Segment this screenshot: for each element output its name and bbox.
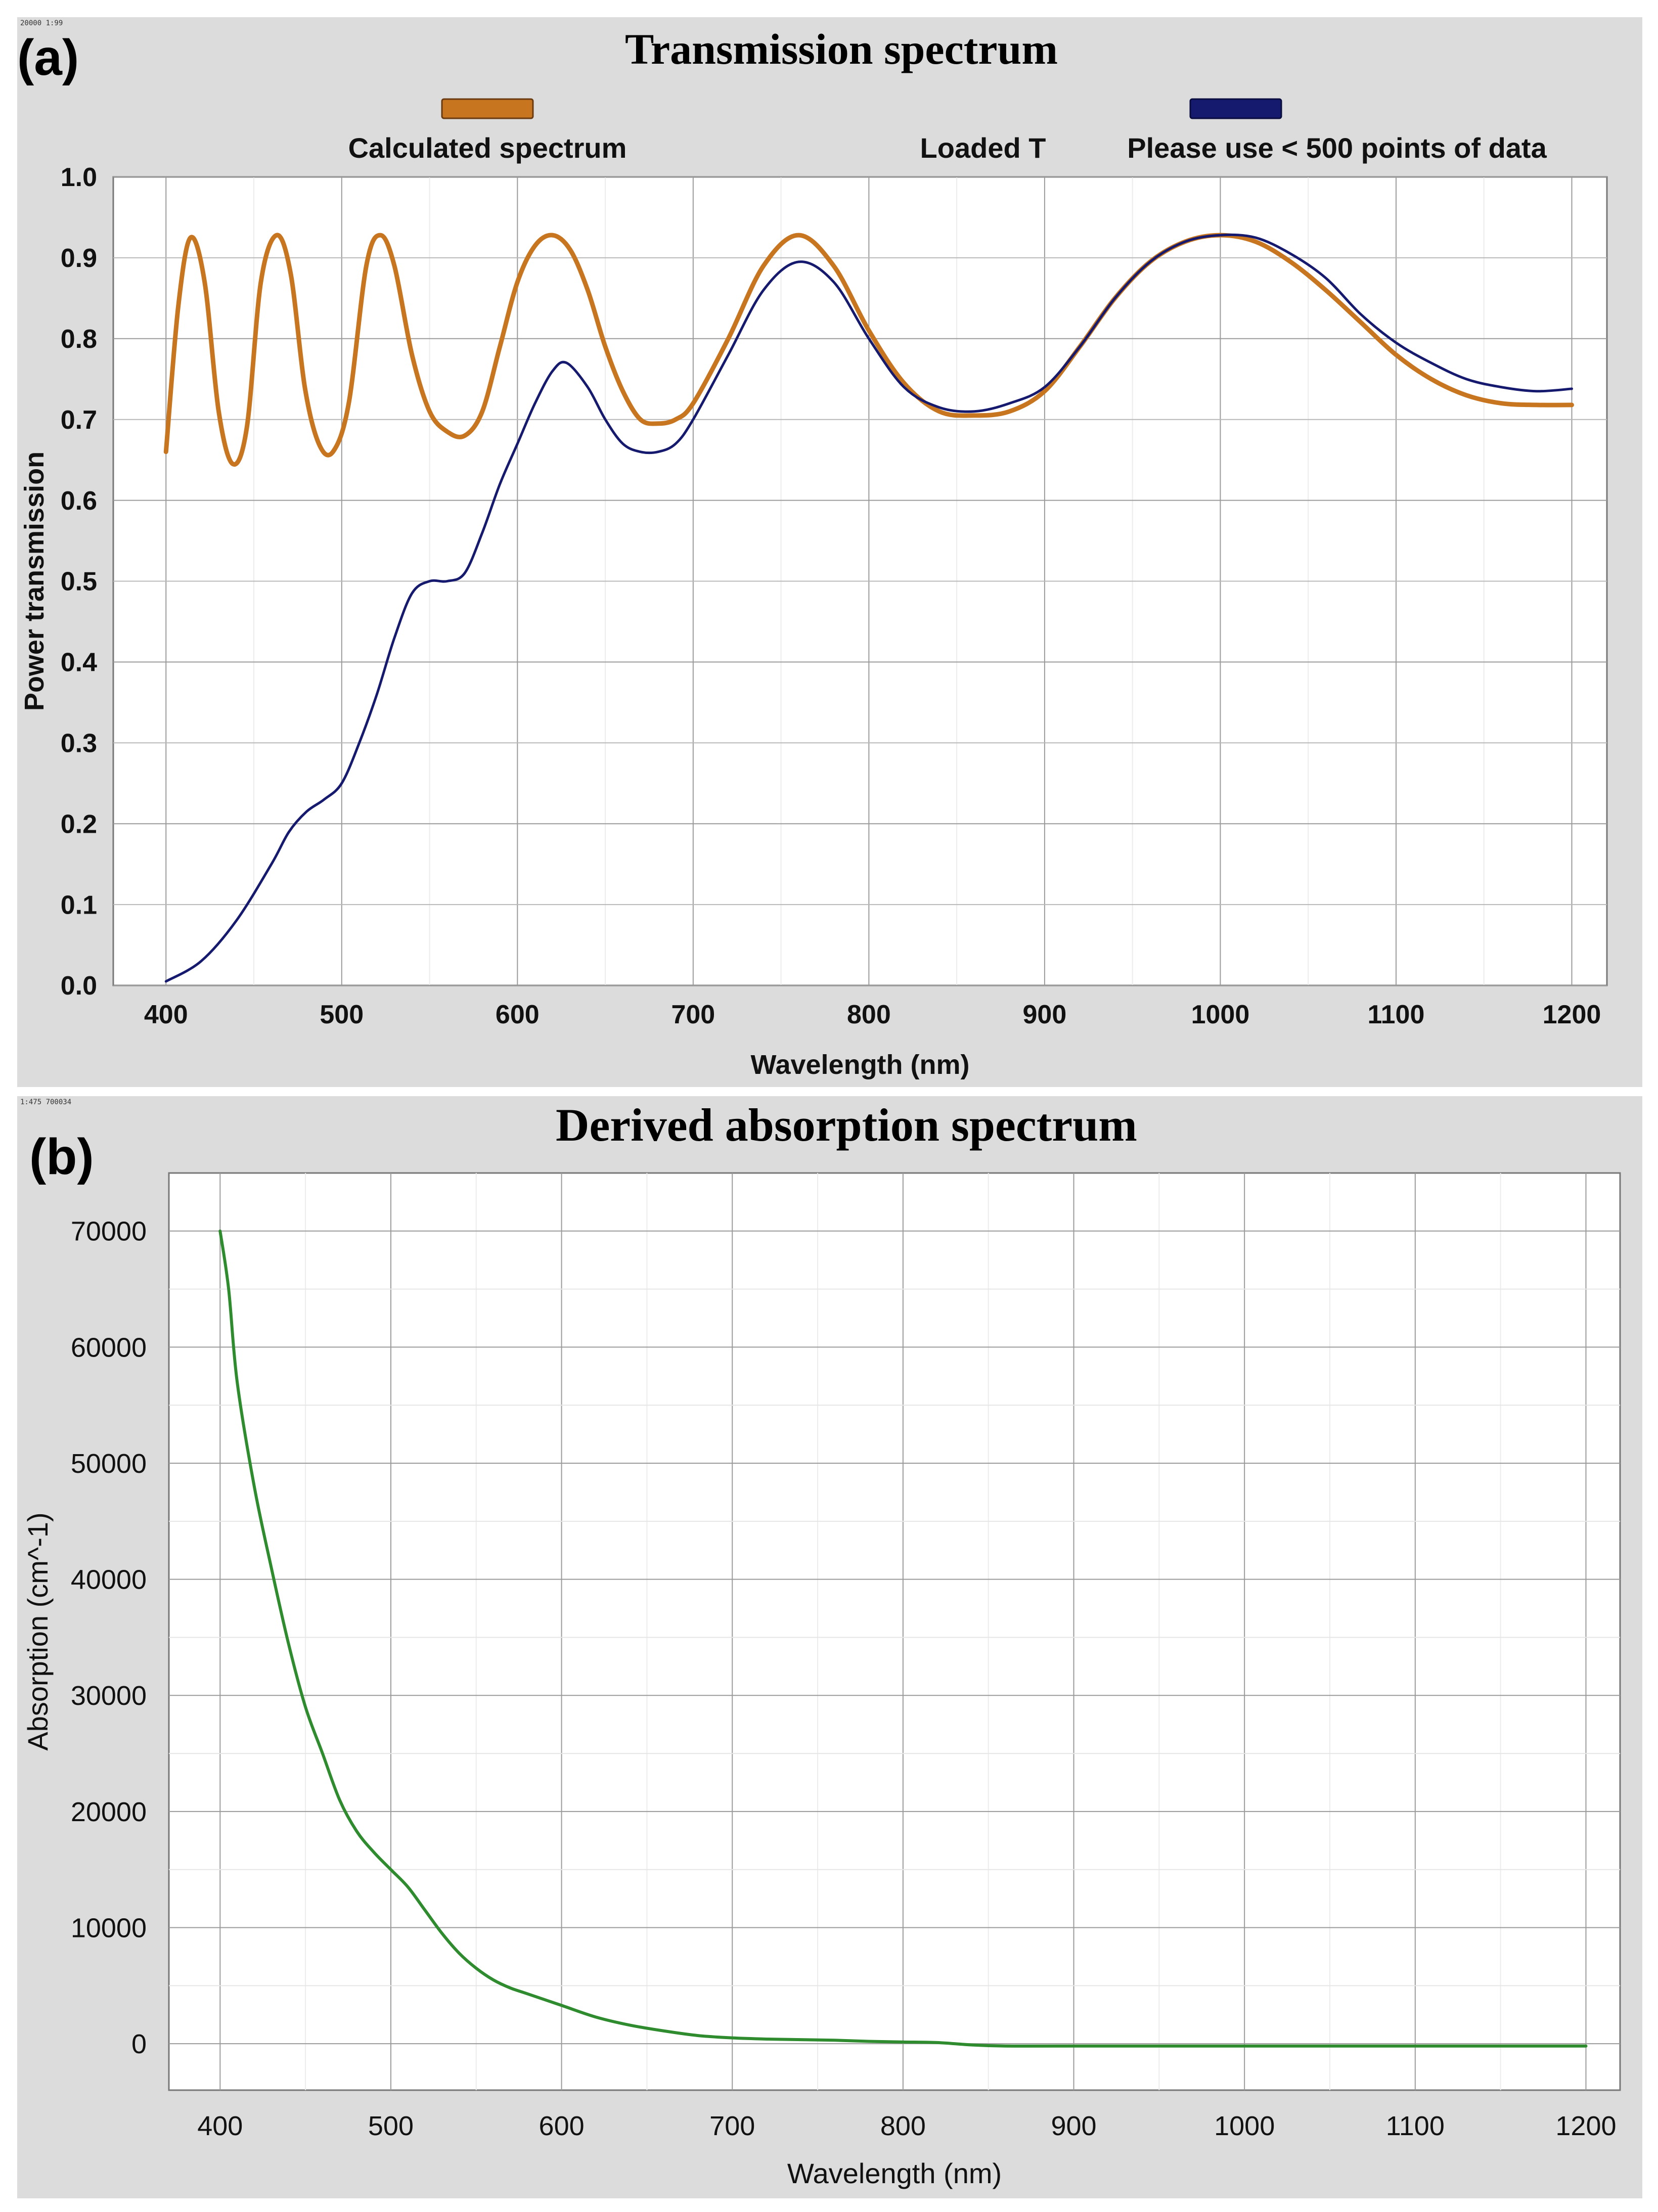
x-tick-label: 800: [880, 2111, 926, 2141]
y-tick-label: 0.1: [61, 890, 97, 920]
y-tick-label: 0.3: [61, 729, 97, 758]
absorption-chart: 400 500 600 700 800 900 1000 1100 1200 0 10000 2000…: [22, 1099, 1621, 2189]
x-tick-label: 400: [197, 2111, 243, 2141]
plot-area: [168, 1172, 1621, 2091]
x-axis-label: Wavelength (nm): [750, 1050, 969, 1080]
y-tick-label: 0.4: [61, 648, 97, 678]
panel-b-label: (b): [29, 1128, 94, 1185]
x-tick-label: 1200: [1555, 2111, 1616, 2141]
panel-b: 1:475 700034 (b) 400 500 600 700 800 900 1000 1…: [17, 1096, 1642, 2198]
y-tick-label: 10000: [71, 1913, 147, 1943]
x-tick-label: 1000: [1214, 2111, 1275, 2141]
y-tick-label: 0.2: [61, 809, 97, 839]
legend-label-calculated: Calculated spectrum: [348, 132, 627, 164]
chart-title: Derived absorption spectrum: [556, 1099, 1137, 1151]
x-tick-label: 1000: [1191, 1000, 1250, 1029]
x-tick-label: 700: [671, 1000, 715, 1029]
panel-a-corner-text: 20000 1:99: [20, 19, 63, 27]
series-line-2: [164, 233, 1573, 983]
panel-a-label: (a): [17, 29, 79, 86]
legend-swatch-loaded: [1189, 98, 1282, 119]
y-axis-label: Power transmission: [19, 452, 50, 711]
legend-swatch-calculated: [441, 98, 534, 119]
y-tick-label: 0.7: [61, 405, 97, 435]
y-axis-label: Absorption (cm^-1): [22, 1512, 54, 1750]
x-tick-label: 700: [709, 2111, 755, 2141]
series-line-1: [218, 1229, 1588, 2048]
x-tick-label: 500: [368, 2111, 414, 2141]
y-tick-label: 70000: [71, 1216, 147, 1247]
legend-label-loaded: Loaded T: [920, 132, 1046, 164]
x-tick-label: 1100: [1386, 2111, 1445, 2141]
y-tick-label: 30000: [71, 1681, 147, 1711]
x-tick-label: 500: [320, 1000, 364, 1029]
x-tick-label: 800: [847, 1000, 891, 1029]
y-tick-label: 0.0: [61, 971, 97, 1001]
x-tick-label: 900: [1051, 2111, 1096, 2141]
y-tick-label: 20000: [71, 1797, 147, 1827]
y-tick-label: 0.6: [61, 486, 97, 516]
x-tick-label: 400: [144, 1000, 188, 1029]
x-tick-label: 600: [539, 2111, 585, 2141]
y-tick-label: 0.5: [61, 567, 97, 597]
x-tick-label: 1100: [1368, 1000, 1425, 1029]
y-tick-label: 0.8: [61, 325, 97, 354]
chart-title: Transmission spectrum: [625, 25, 1058, 73]
y-tick-label: 40000: [71, 1565, 147, 1595]
x-tick-label: 900: [1023, 1000, 1067, 1029]
y-tick-label: 50000: [71, 1449, 147, 1479]
y-tick-label: 1.0: [61, 163, 97, 192]
panel-a: 20000 1:99 (a) 400 500 600 700 800 900 1000 110…: [17, 17, 1642, 1087]
y-tick-label: 0: [131, 2029, 147, 2059]
transmission-chart: 400 500 600 700 800 900 1000 1100 1200 0.0 0.1 0.2 0…: [19, 25, 1608, 1080]
panel-b-corner-text: 1:475 700034: [20, 1098, 72, 1106]
y-tick-label: 60000: [71, 1332, 147, 1363]
y-tick-label: 0.9: [61, 244, 97, 273]
x-axis-label: Wavelength (nm): [787, 2157, 1002, 2189]
legend-label-points-note: Please use < 500 points of data: [1127, 132, 1547, 164]
x-tick-label: 600: [496, 1000, 540, 1029]
x-tick-label: 1200: [1543, 1000, 1601, 1029]
